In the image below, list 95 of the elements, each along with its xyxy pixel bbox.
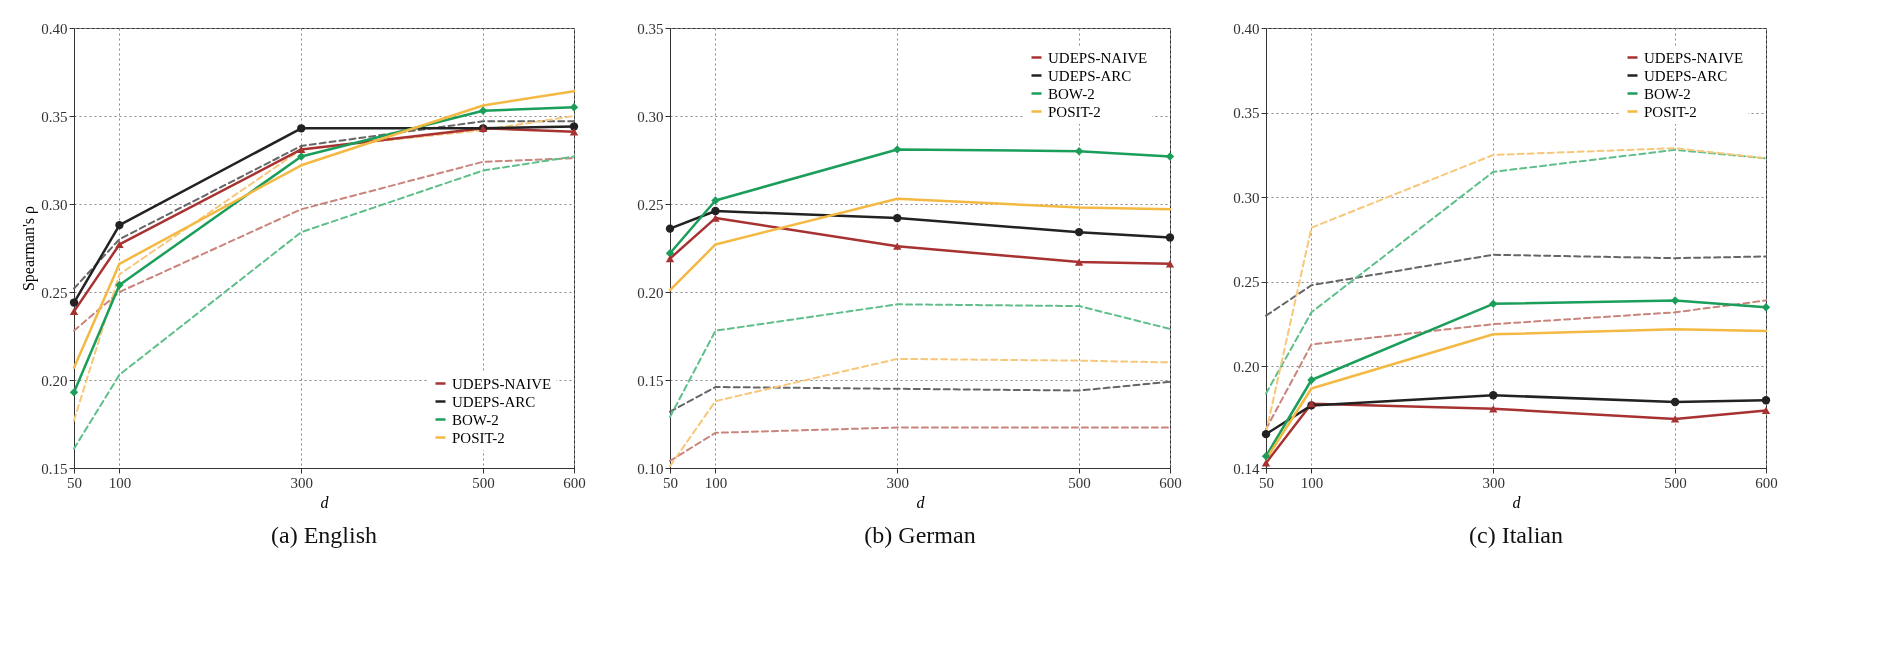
x-tick-label: 300 — [1482, 474, 1506, 491]
x-tick-label: 50 — [1259, 474, 1274, 491]
point — [711, 214, 720, 222]
legend-label: POSIT-2 — [1644, 103, 1697, 120]
x-tick-label: 50 — [67, 474, 82, 491]
x-tick-label: 500 — [472, 474, 495, 491]
x-tick-label: 100 — [704, 474, 728, 491]
point — [1761, 396, 1771, 405]
y-tick-label: 0.30 — [637, 108, 664, 125]
y-tick-label: 0.35 — [41, 108, 68, 125]
x-tick-label: 600 — [563, 474, 586, 491]
line-series — [669, 303, 1171, 418]
point — [1670, 415, 1680, 423]
x-axis-title: d — [916, 493, 926, 511]
line-series — [73, 157, 575, 332]
point — [1261, 429, 1271, 439]
y-tick-label: 0.35 — [637, 20, 664, 37]
x-tick-label: 100 — [1300, 474, 1324, 491]
x-tick-label: 300 — [886, 474, 910, 491]
y-tick-label: 0.15 — [637, 372, 664, 389]
point — [1074, 258, 1084, 266]
y-tick-label: 0.14 — [1233, 460, 1260, 477]
point — [69, 298, 79, 307]
text: (b) German — [864, 522, 976, 548]
line-series — [668, 197, 1172, 292]
x-axis-title: d — [320, 493, 330, 511]
x-tick-label: 500 — [1068, 474, 1091, 491]
x-tick-label: 50 — [663, 474, 678, 491]
point — [478, 106, 488, 115]
legend-label: POSIT-2 — [1048, 103, 1101, 120]
legend-label: UDEPS-ARC — [452, 393, 536, 410]
y-axis-title: Spearman's ρ — [20, 205, 39, 292]
y-tick-label: 0.20 — [1233, 358, 1260, 375]
point — [1489, 391, 1498, 400]
point — [1761, 406, 1771, 415]
point — [1489, 299, 1498, 309]
point — [115, 220, 124, 230]
y-tick-label: 0.25 — [637, 196, 664, 213]
legend-label: BOW-2 — [452, 411, 499, 428]
x-tick-label: 500 — [1664, 474, 1687, 491]
point — [1670, 296, 1680, 305]
y-tick-label: 0.25 — [1233, 274, 1260, 291]
x-axis-title: d — [1512, 493, 1522, 511]
point — [69, 388, 79, 397]
point — [115, 280, 124, 290]
x-tick-label: 300 — [290, 474, 314, 491]
line-series — [73, 155, 575, 450]
y-tick-label: 0.40 — [1233, 20, 1260, 37]
point — [1670, 397, 1680, 407]
point — [893, 213, 902, 223]
y-tick-label: 0.30 — [41, 196, 68, 213]
point — [297, 124, 306, 133]
legend-label: UDEPS-NAIVE — [1048, 49, 1148, 66]
line-series — [669, 380, 1171, 413]
legend-label: BOW-2 — [1644, 85, 1691, 102]
legend-label: UDEPS-ARC — [1048, 67, 1132, 84]
point — [665, 224, 675, 233]
point — [115, 240, 124, 249]
y-tick-label: 0.10 — [637, 460, 664, 477]
y-tick-label: 0.30 — [1233, 189, 1260, 206]
legend-label: UDEPS-ARC — [1644, 67, 1728, 84]
y-tick-label: 0.40 — [41, 20, 68, 37]
y-tick-label: 0.20 — [637, 284, 664, 301]
point — [1261, 451, 1271, 461]
point — [1489, 405, 1498, 413]
point — [1074, 147, 1084, 156]
point — [569, 103, 579, 112]
point — [69, 307, 79, 315]
point — [711, 196, 720, 205]
x-tick-label: 100 — [108, 474, 132, 491]
point — [711, 206, 720, 216]
legend-label: POSIT-2 — [452, 429, 505, 446]
point — [1761, 303, 1771, 312]
point — [893, 242, 902, 250]
y-tick-label: 0.20 — [41, 372, 68, 389]
x-tick-label: 600 — [1159, 474, 1182, 491]
legend-label: UDEPS-NAIVE — [1644, 49, 1744, 66]
x-tick-label: 600 — [1755, 474, 1778, 491]
text: (c) Italian — [1469, 522, 1563, 548]
point — [1074, 227, 1084, 237]
point — [297, 145, 306, 154]
point — [893, 145, 902, 154]
legend-label: BOW-2 — [1048, 85, 1095, 102]
point — [297, 152, 306, 161]
point — [1165, 233, 1175, 242]
text: (a) English — [271, 522, 377, 548]
point — [569, 122, 579, 131]
point — [1307, 375, 1316, 385]
point — [1165, 152, 1175, 161]
y-tick-label: 0.35 — [1233, 105, 1260, 122]
y-tick-label: 0.25 — [41, 284, 68, 301]
y-tick-label: 0.15 — [41, 460, 68, 477]
line-series — [1265, 253, 1767, 317]
legend-label: UDEPS-NAIVE — [452, 375, 552, 392]
point — [665, 254, 675, 263]
